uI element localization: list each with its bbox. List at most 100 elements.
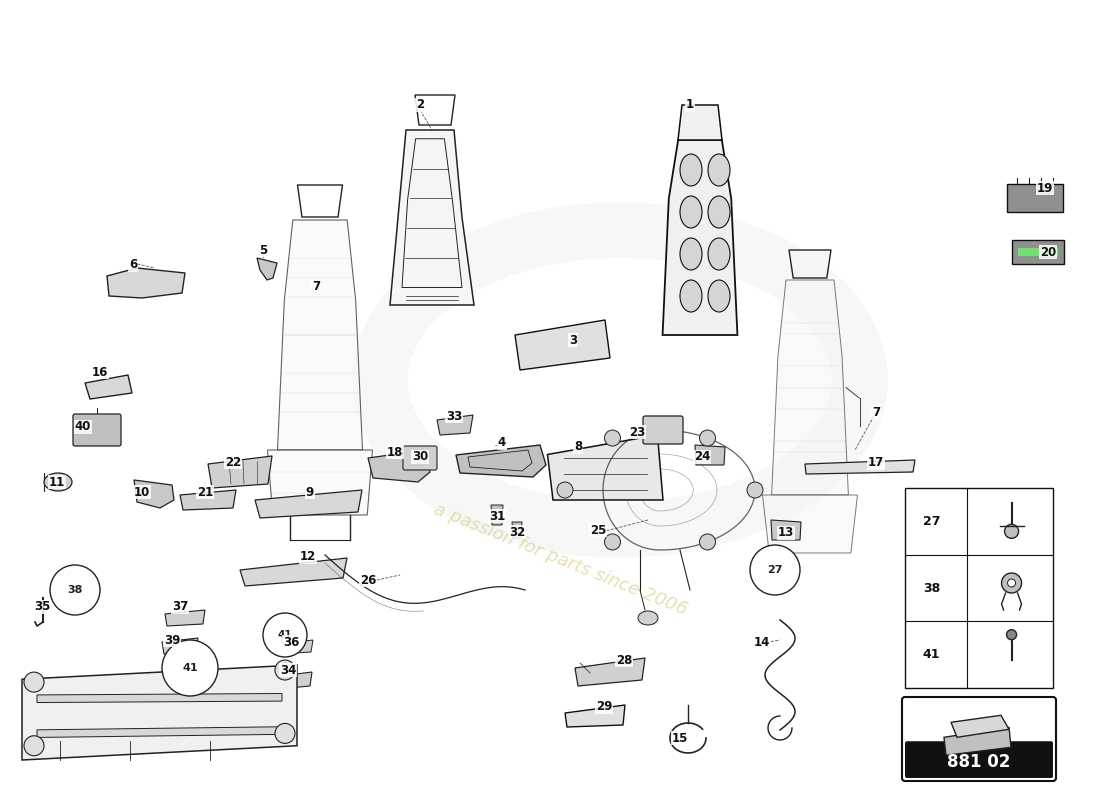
Polygon shape [491, 505, 503, 525]
Ellipse shape [708, 280, 730, 312]
Polygon shape [37, 694, 282, 702]
Circle shape [747, 482, 763, 498]
Polygon shape [37, 726, 282, 738]
FancyBboxPatch shape [73, 414, 121, 446]
Polygon shape [565, 705, 625, 727]
Circle shape [700, 534, 715, 550]
Polygon shape [515, 320, 611, 370]
Text: 6: 6 [129, 258, 138, 271]
Text: 40: 40 [75, 421, 91, 434]
Circle shape [50, 565, 100, 615]
Text: 32: 32 [509, 526, 525, 538]
Polygon shape [257, 258, 277, 280]
Ellipse shape [680, 280, 702, 312]
Circle shape [24, 672, 44, 692]
Text: 21: 21 [197, 486, 213, 498]
Text: 35: 35 [34, 601, 51, 614]
Circle shape [24, 736, 44, 756]
Polygon shape [22, 665, 297, 760]
Text: 27: 27 [923, 515, 940, 528]
Ellipse shape [44, 473, 72, 491]
Text: 4: 4 [498, 437, 506, 450]
Polygon shape [134, 480, 174, 508]
Polygon shape [208, 456, 272, 488]
Text: 5: 5 [258, 243, 267, 257]
Text: 38: 38 [67, 585, 82, 595]
Text: 27: 27 [768, 565, 783, 575]
Circle shape [1008, 579, 1015, 587]
Text: 30: 30 [411, 450, 428, 463]
Circle shape [1002, 573, 1022, 593]
Ellipse shape [680, 238, 702, 270]
Polygon shape [678, 105, 722, 140]
Text: 17: 17 [868, 457, 884, 470]
Text: 9: 9 [306, 486, 315, 498]
Circle shape [605, 430, 620, 446]
Text: 881 02: 881 02 [947, 753, 1011, 770]
Polygon shape [255, 490, 362, 518]
Text: 8: 8 [574, 441, 582, 454]
Text: 10: 10 [134, 486, 150, 498]
Text: 15: 15 [672, 731, 689, 745]
Ellipse shape [708, 238, 730, 270]
Circle shape [605, 534, 620, 550]
Text: 2: 2 [416, 98, 425, 111]
Text: 16: 16 [91, 366, 108, 378]
Text: 41: 41 [183, 663, 198, 673]
Circle shape [750, 545, 800, 595]
Polygon shape [267, 450, 373, 515]
Ellipse shape [708, 196, 730, 228]
Text: 37: 37 [172, 601, 188, 614]
Text: 14: 14 [754, 637, 770, 650]
Text: 41: 41 [277, 630, 293, 640]
Polygon shape [771, 280, 848, 495]
Polygon shape [277, 640, 313, 654]
Text: 3: 3 [569, 334, 578, 346]
Text: 41: 41 [923, 648, 940, 661]
Polygon shape [662, 140, 737, 335]
Polygon shape [162, 638, 198, 654]
Polygon shape [85, 375, 132, 399]
Polygon shape [107, 268, 185, 298]
Text: 39: 39 [164, 634, 180, 646]
Text: 7: 7 [312, 281, 320, 294]
Text: 33: 33 [446, 410, 462, 422]
Circle shape [275, 660, 295, 680]
Text: 34: 34 [279, 663, 296, 677]
FancyBboxPatch shape [905, 742, 1053, 778]
Text: 1: 1 [686, 98, 694, 111]
Polygon shape [368, 450, 430, 482]
Polygon shape [437, 415, 473, 435]
Polygon shape [695, 445, 725, 465]
Polygon shape [165, 610, 205, 626]
Polygon shape [456, 445, 546, 477]
Polygon shape [762, 495, 858, 553]
Text: 29: 29 [596, 701, 613, 714]
Circle shape [1006, 630, 1016, 640]
Text: 11: 11 [48, 475, 65, 489]
Polygon shape [512, 522, 522, 538]
Circle shape [263, 613, 307, 657]
Circle shape [275, 723, 295, 743]
Polygon shape [390, 130, 474, 305]
Ellipse shape [708, 154, 730, 186]
Polygon shape [944, 727, 1011, 755]
Polygon shape [771, 520, 801, 540]
Text: a passion for parts since 2006: a passion for parts since 2006 [430, 501, 690, 619]
Text: 25: 25 [590, 523, 606, 537]
Bar [905, 488, 1053, 688]
Text: 7: 7 [872, 406, 880, 418]
Circle shape [1004, 524, 1019, 538]
Text: 20: 20 [1040, 246, 1056, 258]
Circle shape [162, 640, 218, 696]
Circle shape [557, 482, 573, 498]
Polygon shape [575, 658, 645, 686]
FancyBboxPatch shape [403, 446, 437, 470]
Polygon shape [789, 250, 830, 278]
Polygon shape [1018, 248, 1058, 256]
Polygon shape [265, 672, 312, 690]
FancyBboxPatch shape [902, 697, 1056, 781]
Text: 18: 18 [387, 446, 404, 458]
FancyBboxPatch shape [644, 416, 683, 444]
Polygon shape [180, 490, 236, 510]
